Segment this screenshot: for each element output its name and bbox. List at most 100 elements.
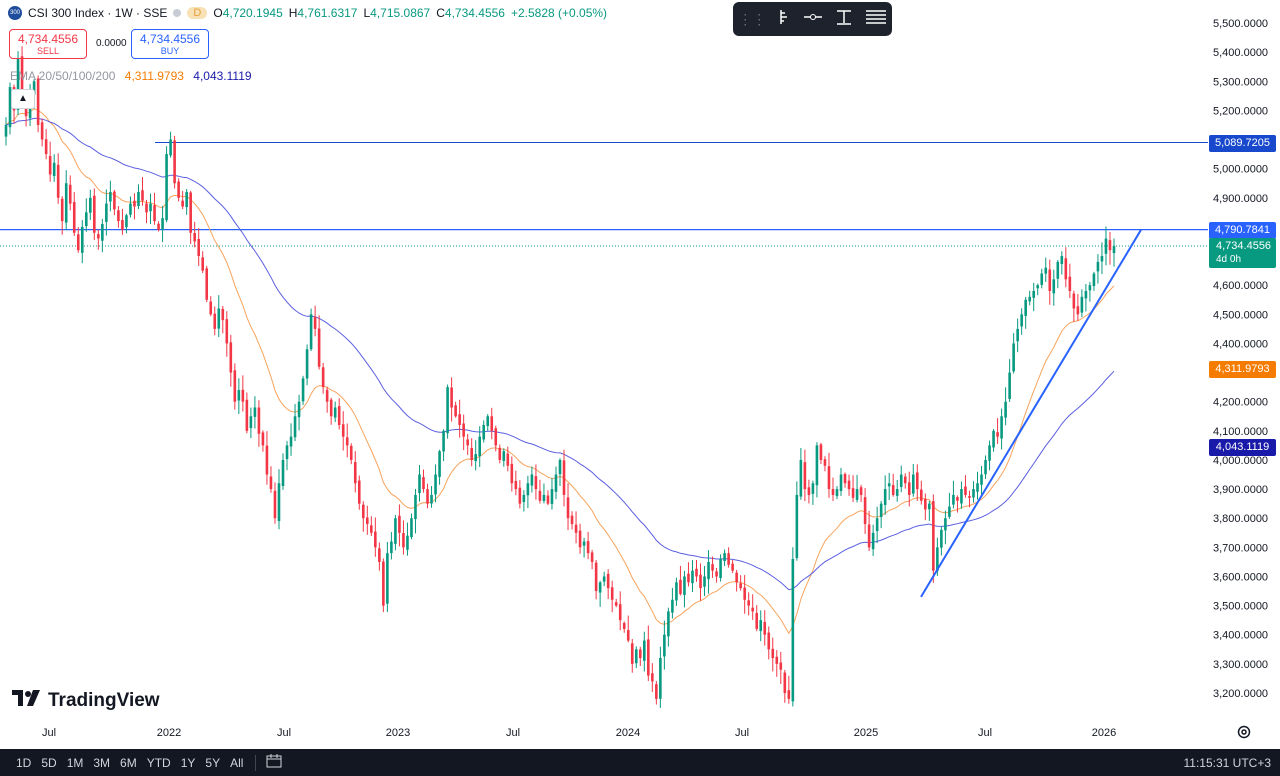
candle	[618, 591, 622, 631]
candle	[177, 178, 180, 202]
collapse-legend-button[interactable]: ▲	[11, 89, 35, 109]
candle	[36, 75, 40, 133]
candle-settings-icon[interactable]	[777, 9, 793, 30]
candle	[225, 311, 229, 357]
menu-icon[interactable]	[865, 8, 887, 31]
tf-1y[interactable]: 1Y	[180, 755, 196, 770]
tf-1m[interactable]: 1M	[66, 755, 84, 770]
ema-legend[interactable]: EMA 20/50/100/200 4,311.9793 4,043.1119	[10, 69, 252, 83]
candle-body	[771, 648, 775, 659]
candle	[241, 375, 245, 412]
line-tool-icon[interactable]	[803, 9, 823, 30]
candle	[964, 475, 967, 498]
candle-body	[117, 210, 120, 222]
candle	[341, 411, 345, 451]
candle-body	[570, 515, 574, 525]
candle-body	[466, 439, 469, 446]
candle-body	[261, 432, 265, 446]
ema-50-line[interactable]	[5, 108, 1115, 635]
candle-body	[1092, 273, 1096, 287]
tf-6m[interactable]: 6M	[120, 755, 137, 770]
candle	[333, 401, 337, 423]
tf-all[interactable]: All	[230, 755, 244, 770]
buy-button[interactable]: 4,734.4556 BUY	[131, 29, 209, 59]
trend-line[interactable]	[920, 229, 1142, 598]
candle	[446, 384, 449, 439]
candle-body	[851, 488, 855, 498]
candle-body	[735, 572, 738, 583]
candle-body	[968, 495, 971, 498]
tf-1d[interactable]: 1D	[16, 755, 32, 770]
candle-body	[237, 390, 241, 401]
candle	[1076, 294, 1080, 321]
ema-orange-value: 4,311.9793	[124, 69, 184, 83]
candle-body	[550, 489, 554, 504]
tf-3m[interactable]: 3M	[93, 755, 111, 770]
candle	[638, 646, 642, 666]
candle	[398, 504, 401, 547]
y-tick-label: 4,900.0000	[1213, 193, 1268, 205]
candle	[293, 403, 297, 442]
gear-icon[interactable]	[1236, 724, 1252, 744]
clock[interactable]: 11:15:31 UTC+3	[1183, 756, 1272, 770]
candle-body	[281, 459, 285, 486]
candle-body	[438, 451, 441, 477]
candle-body	[1048, 269, 1052, 291]
candle-body	[920, 489, 923, 501]
candle	[386, 541, 389, 613]
candle-body	[221, 308, 225, 321]
candle	[502, 448, 506, 467]
candle	[414, 488, 417, 534]
price-chart[interactable]: 5,500.0000 5,400.0000 5,300.0000 5,200.0000…	[0, 0, 1280, 746]
candle	[390, 532, 393, 560]
ema-200-line[interactable]	[5, 117, 1115, 591]
candle	[928, 500, 931, 521]
candle	[707, 550, 710, 594]
candle-body	[811, 483, 815, 494]
candle	[44, 128, 48, 160]
tradingview-logo[interactable]: TradingView	[12, 690, 160, 712]
candle-body	[867, 524, 871, 548]
candle-body	[1084, 291, 1088, 299]
candle-body	[498, 447, 502, 460]
candle	[370, 516, 373, 536]
candle-body	[819, 444, 823, 460]
candle	[932, 494, 935, 583]
grip-icon[interactable]: ⋮⋮	[738, 10, 767, 27]
candle-body	[1068, 276, 1072, 291]
candle	[261, 430, 265, 452]
candle	[273, 482, 277, 524]
tf-5d[interactable]: 5D	[41, 755, 57, 770]
candle-body	[574, 524, 578, 533]
candle-body	[418, 474, 421, 494]
sell-button[interactable]: 4,734.4556 SELL	[9, 29, 87, 59]
candle	[157, 221, 160, 232]
anchor-text-icon[interactable]	[834, 8, 854, 31]
candle-body	[353, 462, 357, 484]
candle	[285, 440, 289, 471]
candle-body	[305, 349, 309, 379]
candle-body	[582, 541, 586, 546]
candle	[4, 117, 8, 146]
candle	[723, 549, 726, 567]
candle-body	[703, 576, 706, 587]
symbol-title[interactable]: CSI 300 Index · 1W · SSE	[28, 6, 168, 20]
candle	[514, 470, 518, 496]
candle	[1000, 408, 1003, 450]
candle	[582, 537, 586, 558]
candle-body	[638, 649, 642, 659]
tf-ytd[interactable]: YTD	[146, 755, 171, 770]
candle	[305, 344, 309, 386]
y-tick-label: 3,700.0000	[1213, 542, 1268, 554]
tf-5y[interactable]: 5Y	[205, 755, 221, 770]
candle	[791, 547, 795, 707]
candle-body	[743, 587, 746, 600]
candle-body	[390, 541, 393, 554]
calendar-range-icon[interactable]	[266, 754, 282, 771]
data-badge[interactable]: D	[187, 7, 208, 19]
candle-body	[209, 301, 213, 315]
candle	[422, 469, 425, 493]
candle-body	[105, 203, 108, 222]
candle-body	[719, 559, 722, 578]
candle	[1044, 257, 1048, 282]
